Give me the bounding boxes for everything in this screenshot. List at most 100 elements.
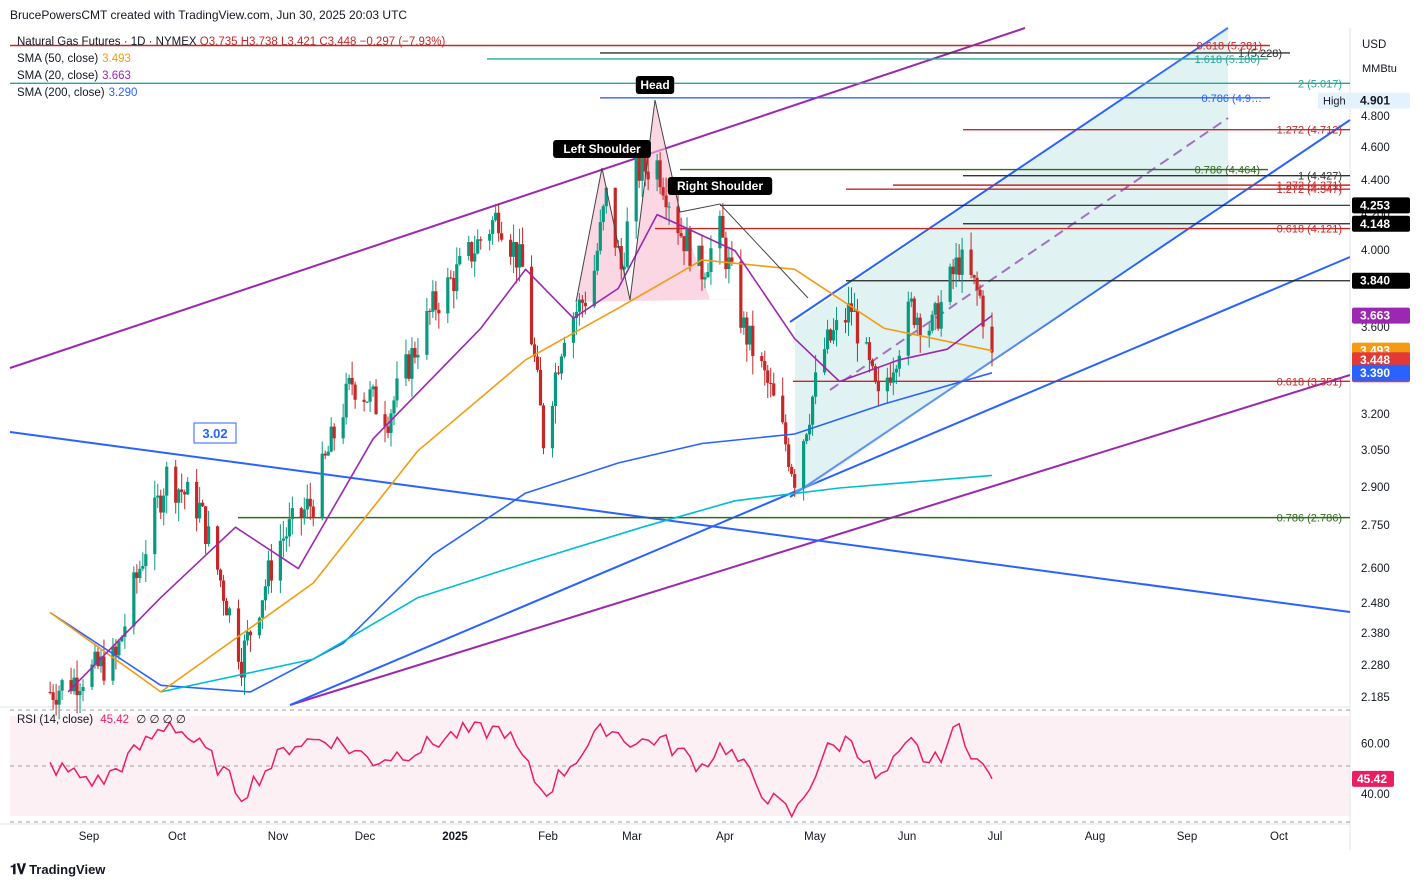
candle-body [793,474,797,488]
x-tick-label: Jul [988,831,1003,843]
candle-body [60,680,64,691]
price-badge-bg [1352,215,1410,232]
x-tick-label: May [804,831,826,843]
candle-body [500,233,504,240]
sma50-legend[interactable]: SMA (50, close) 3.493 [17,51,445,68]
candle-body [198,502,202,519]
candle-body [918,317,922,336]
fib-label: 0.618 (5.281) [1197,40,1262,52]
head-shoulders-fill [576,100,808,302]
candle-body [751,325,755,357]
candle-body [434,291,438,310]
candle-body [846,303,851,323]
candle-body [769,382,773,384]
candle-body [114,646,118,656]
sma20-label: SMA (20, close) [17,70,99,82]
candle-body [583,302,587,307]
candle-body [831,330,836,341]
candle-body [667,206,671,208]
fib-label: 0.618 (4.121) [1277,224,1342,236]
candle-body [906,301,910,356]
candle-body [90,664,94,687]
candle-body [458,255,462,265]
candle-body [622,266,626,270]
candle-body [183,491,187,495]
candle-body [978,289,982,296]
sma200-legend[interactable]: SMA (200, close) 3.290 [17,85,445,102]
candle-body [915,317,919,326]
candle-body [392,400,396,414]
y-tick-label: 4.000 [1361,245,1390,257]
candle-body [559,356,564,374]
candle-body [491,220,495,234]
candle-body [813,372,818,397]
x-tick-label: Jun [898,831,917,843]
candle-body [371,386,375,390]
candle-body [69,680,73,692]
candle-body [144,554,148,566]
y-tick-label: 4.800 [1361,111,1390,123]
candle-body [909,298,913,302]
sma200-value: 3.290 [108,87,138,99]
candle-body [706,271,710,278]
candle-body [562,342,567,357]
candle-body [957,257,961,275]
x-tick-label: Sep [1177,831,1197,843]
candle-body [939,301,943,329]
candle-body [374,386,378,415]
candle-body [742,317,746,328]
candle-body [721,215,725,238]
candle-body [239,661,244,678]
candle-body [664,195,668,208]
candle-body [784,422,788,445]
candle-body [479,239,483,241]
x-tick-label: Sep [79,831,99,843]
blue-channel-lower [789,119,1351,498]
candle-body [529,266,534,345]
rsi-value-badge: 45.42 [1357,772,1387,786]
candle-body [739,261,743,328]
candle-body [135,572,139,579]
candle-body [834,320,839,331]
tradingview-logo-icon: 𝟏𝐕 [10,861,26,877]
fib-label: 0.786 (2.786) [1277,513,1342,525]
candle-body [574,311,578,319]
candle-body [640,154,644,181]
candle-body [972,275,976,278]
symbol-row[interactable]: Natural Gas Futures · 1D · NYMEX O3.735 … [17,34,445,51]
candle-body [766,370,770,383]
blue-long-uptrend [289,256,1351,706]
candle-body [207,526,211,544]
candle-body [975,277,979,290]
sma20-legend[interactable]: SMA (20, close) 3.663 [17,68,445,85]
candle-body [604,187,608,207]
candle-body [320,453,324,518]
candle-body [449,277,453,279]
currency-label: USD [1362,39,1386,51]
fib-label: 2 (5.017) [1298,78,1342,90]
candle-body [455,264,459,292]
fib-label: 1.272 (4.712) [1277,125,1342,137]
candle-body [368,389,372,402]
tradingview-brand[interactable]: 𝟏𝐕 TradingView [10,861,105,878]
candle-body [410,348,414,379]
candle-body [781,395,785,423]
x-tick-label: Nov [268,831,289,843]
candle-body [870,360,875,367]
candle-body [969,249,973,276]
chart-attribution: BrucePowersCMT created with TradingView.… [10,8,408,22]
candle-body [822,349,827,373]
candle-body [248,631,253,636]
candle-body [556,372,561,374]
candle-body [661,187,665,196]
candle-body [876,381,880,392]
x-tick-label: Mar [622,831,642,843]
price-badge-bg [1352,364,1410,381]
sma200-label: SMA (200, close) [17,87,105,99]
x-tick-label: 2025 [442,831,468,843]
rsi-legend[interactable]: RSI (14, close) 45.42 ∅ ∅ ∅ ∅ [17,712,186,726]
price-badge: 3.390 [1360,366,1390,380]
candle-body [93,651,97,665]
candle-body [389,413,393,433]
